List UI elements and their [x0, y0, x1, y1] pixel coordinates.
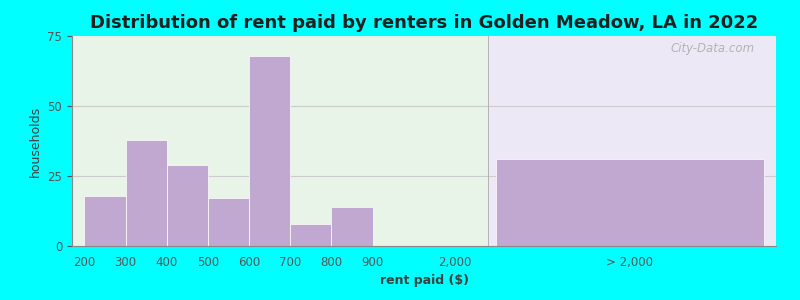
Bar [126, 140, 166, 246]
Bar [488, 36, 776, 246]
Bar [166, 165, 208, 246]
X-axis label: rent paid ($): rent paid ($) [379, 274, 469, 287]
Text: City-Data.com: City-Data.com [670, 42, 755, 55]
Bar [331, 207, 373, 246]
Title: Distribution of rent paid by renters in Golden Meadow, LA in 2022: Distribution of rent paid by renters in … [90, 14, 758, 32]
Y-axis label: households: households [29, 105, 42, 177]
Bar [290, 224, 331, 246]
Bar [249, 56, 290, 246]
Bar [496, 159, 764, 246]
Bar [84, 196, 126, 246]
Bar [208, 198, 249, 246]
